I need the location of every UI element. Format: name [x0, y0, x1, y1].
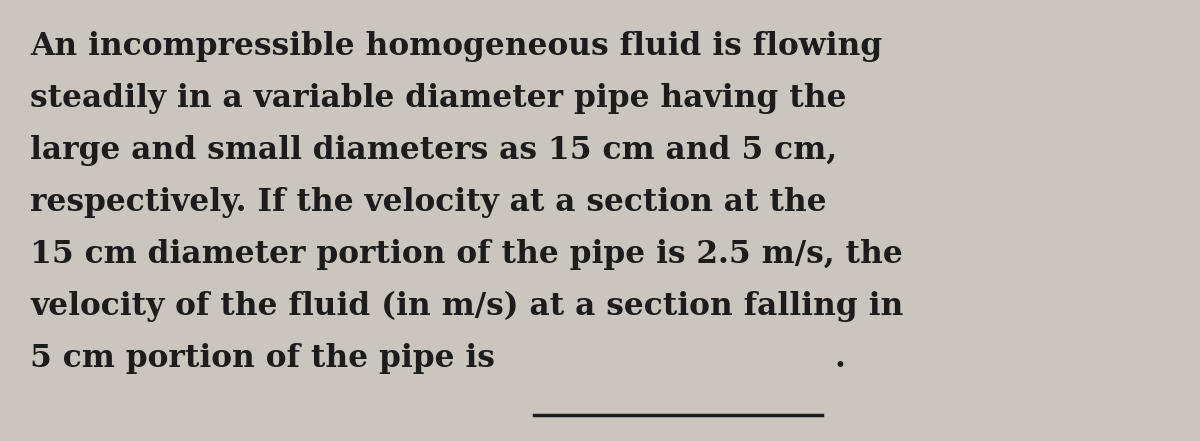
Text: velocity of the fluid (in m/s) at a section falling in: velocity of the fluid (in m/s) at a sect… [30, 291, 904, 322]
Text: An incompressible homogeneous fluid is flowing: An incompressible homogeneous fluid is f… [30, 31, 882, 62]
Text: .: . [834, 343, 845, 374]
Text: 15 cm diameter portion of the pipe is 2.5 m/s, the: 15 cm diameter portion of the pipe is 2.… [30, 239, 902, 270]
Text: large and small diameters as 15 cm and 5 cm,: large and small diameters as 15 cm and 5… [30, 135, 838, 166]
Text: respectively. If the velocity at a section at the: respectively. If the velocity at a secti… [30, 187, 827, 218]
Text: steadily in a variable diameter pipe having the: steadily in a variable diameter pipe hav… [30, 83, 846, 114]
Text: 5 cm portion of the pipe is: 5 cm portion of the pipe is [30, 343, 494, 374]
